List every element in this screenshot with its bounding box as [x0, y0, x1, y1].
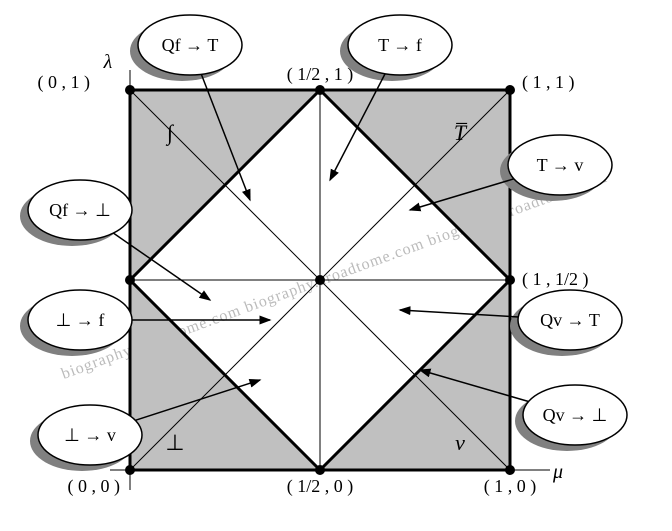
y-axis-label: λ [103, 51, 113, 73]
node-dot [505, 465, 515, 475]
diagram-root: biography.aroadtome.com biography.aroadt… [0, 0, 672, 531]
coord-mr: ( 1 , 1/2 ) [522, 269, 589, 290]
callout-label: Qv → T [540, 310, 600, 330]
node-dot [505, 275, 515, 285]
callout-label: Qf → T [162, 35, 219, 55]
node-dot [315, 85, 325, 95]
callout-label: ⊥ → f [56, 310, 105, 330]
coord-tl: ( 0 , 1 ) [38, 72, 91, 93]
node-dot [125, 275, 135, 285]
region-tr: T̅ [454, 120, 468, 145]
node-dot [125, 465, 135, 475]
callout-label: T → f [378, 35, 422, 55]
region-bl: ⊥ [165, 430, 184, 455]
callout-label: Qf → ⊥ [49, 200, 111, 220]
node-dot [125, 85, 135, 95]
node-dot [505, 85, 515, 95]
coord-br: ( 1 , 0 ) [484, 476, 537, 497]
coord-tr: ( 1 , 1 ) [522, 72, 575, 93]
callout-label: Qv → ⊥ [543, 405, 608, 425]
coord-bl: ( 0 , 0 ) [68, 476, 121, 497]
region-br: v [455, 430, 465, 455]
coord-bm: ( 1/2 , 0 ) [287, 476, 354, 497]
coord-tm: ( 1/2 , 1 ) [287, 64, 354, 85]
node-dot [315, 275, 325, 285]
callout-label: T → v [537, 155, 584, 175]
callout-label: ⊥ → v [64, 425, 116, 445]
node-dot [315, 465, 325, 475]
x-axis-label: μ [552, 461, 563, 483]
